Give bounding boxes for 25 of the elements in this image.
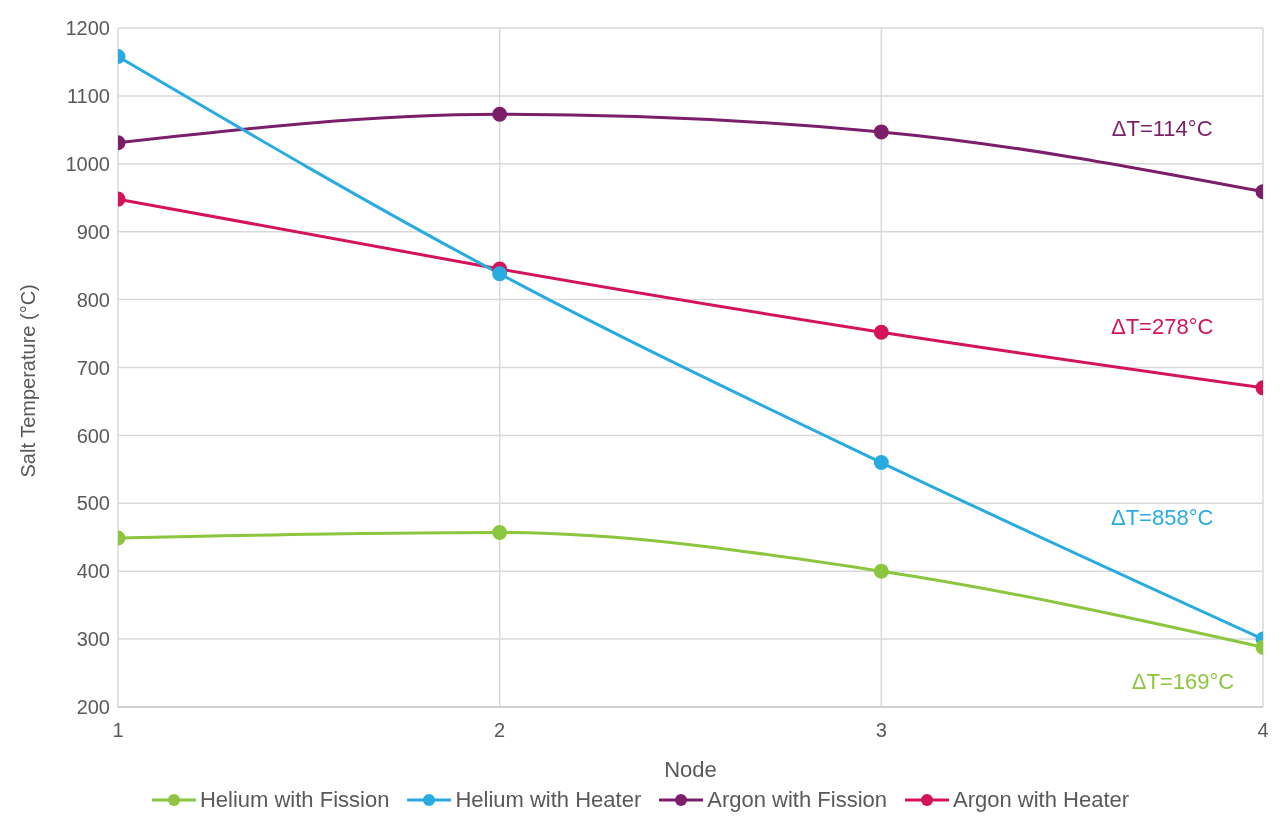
legend-label: Helium with Fission	[198, 787, 390, 813]
legend-label: Argon with Heater	[952, 787, 1130, 813]
legend-label: Helium with Heater	[454, 787, 642, 813]
y-tick-label: 1100	[66, 85, 110, 107]
x-tick-label: 4	[1257, 719, 1269, 742]
y-tick-label: 200	[76, 696, 110, 719]
y-tick-label: 300	[76, 628, 110, 651]
x-axis-title: Node	[664, 757, 717, 782]
x-tick-label: 3	[875, 719, 887, 742]
legend-label: Argon with Fission	[706, 787, 887, 813]
annotation: ΔT=278°C	[1110, 314, 1214, 340]
y-tick-label: 1000	[65, 152, 110, 175]
annotation: ΔT=858°C	[1110, 504, 1214, 530]
y-tick-label: 700	[76, 356, 110, 379]
y-tick-label: 1200	[65, 17, 110, 40]
x-tick-label: 2	[494, 719, 506, 742]
y-tick-label: 500	[76, 492, 110, 515]
y-tick-label: 400	[76, 560, 110, 583]
y-tick-label: 600	[76, 424, 110, 447]
annotation: ΔT=114°C	[1111, 115, 1213, 141]
y-tick-label: 900	[76, 220, 110, 243]
y-tick-label: 800	[76, 288, 110, 311]
x-tick-label: 1	[112, 719, 124, 742]
y-axis-title: Salt Temperature (°C)	[17, 284, 40, 478]
annotation: ΔT=169°C	[1131, 668, 1235, 694]
